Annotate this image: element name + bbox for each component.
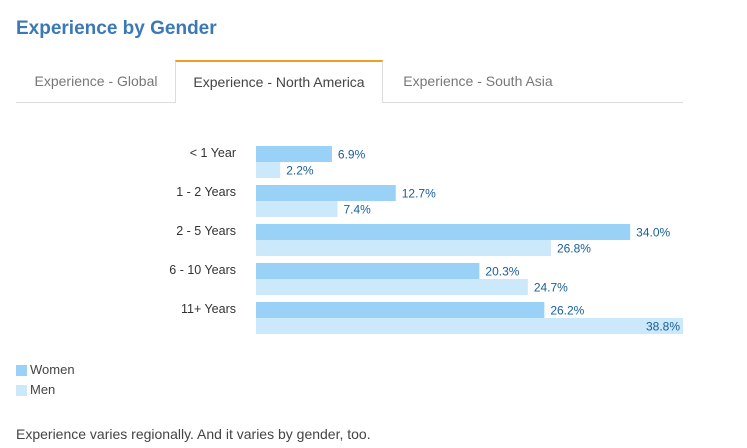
bar-women — [256, 224, 631, 240]
legend-swatch-men — [16, 384, 27, 396]
data-label: 6.9% — [338, 148, 366, 162]
data-label: 20.3% — [485, 265, 519, 279]
chart-caption: Experience varies regionally. And it var… — [16, 426, 371, 442]
legend-item-men: Men — [16, 380, 75, 400]
data-label: 34.0% — [636, 226, 670, 240]
bar-men — [256, 201, 338, 217]
data-label: 24.7% — [534, 281, 568, 295]
bar-women — [256, 263, 480, 279]
tab-bar: Experience - Global Experience - North A… — [16, 60, 683, 103]
bar-women — [256, 146, 332, 162]
bar-men — [256, 162, 281, 178]
tab-experience-north-america[interactable]: Experience - North America — [175, 60, 383, 103]
legend-label-men: Men — [30, 382, 56, 397]
category-label: 11+ Years — [181, 302, 236, 316]
data-label: 2.2% — [286, 164, 314, 178]
bar-men — [256, 318, 683, 334]
tab-experience-south-asia[interactable]: Experience - South Asia — [403, 73, 553, 89]
data-label: 26.8% — [557, 242, 591, 256]
data-label: 7.4% — [343, 203, 371, 217]
bar-women — [256, 302, 545, 318]
category-label: 2 - 5 Years — [176, 224, 236, 238]
category-label: 1 - 2 Years — [176, 185, 236, 199]
tab-experience-global[interactable]: Experience - Global — [34, 73, 158, 89]
legend-swatch-women — [16, 364, 27, 376]
chart-legend: Women Men — [16, 360, 75, 400]
category-label: < 1 Year — [190, 146, 236, 160]
bar-women — [256, 185, 396, 201]
experience-bar-chart: < 1 Year 6.9% 2.2% 1 - 2 Years 12.7% 7.4% 2 - … — [169, 146, 683, 334]
legend-item-women: Women — [16, 360, 75, 380]
category-label: 6 - 10 Years — [169, 263, 236, 277]
data-label: 26.2% — [550, 304, 584, 318]
data-label: 38.8% — [646, 320, 680, 334]
bar-men — [256, 279, 528, 295]
legend-label-women: Women — [30, 362, 75, 377]
data-label: 12.7% — [402, 187, 436, 201]
page-title: Experience by Gender — [16, 18, 217, 39]
bar-men — [256, 240, 551, 256]
